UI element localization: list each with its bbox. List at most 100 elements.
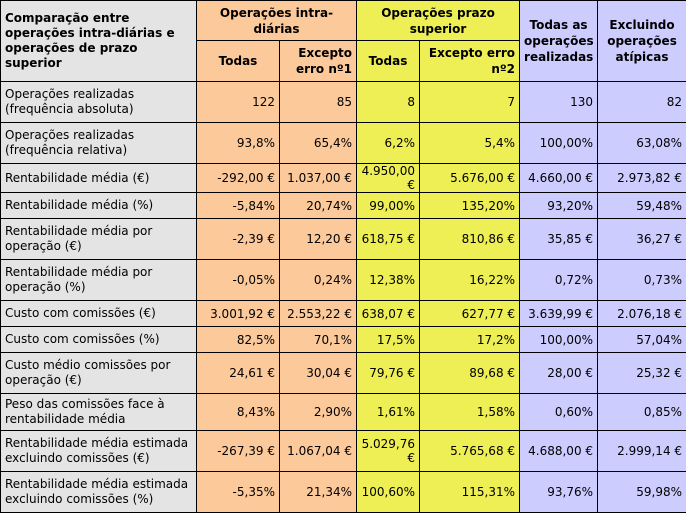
cell-all-operations: 130 (519, 81, 599, 123)
subheader-intraday-except-error1: Excepto erro nº1 (278, 40, 358, 82)
cell-intraday-all: 93,8% (196, 122, 280, 164)
cell-excluding-atypical: 63,08% (597, 122, 686, 164)
cell-intraday-except-error1: 1.037,00 € (278, 163, 358, 193)
cell-intraday-except-error1: 2,90% (278, 393, 358, 431)
cell-intraday-except-error1: 0,24% (278, 259, 358, 301)
table-row: Custo com comissões (%) 82,5% 70,1% 17,5% 17… (0, 326, 686, 353)
cell-intraday-all: -0,05% (196, 259, 280, 301)
cell-excluding-atypical: 36,27 € (597, 218, 686, 260)
cell-intraday-except-error1: 30,04 € (278, 352, 358, 394)
cell-longer-except-error2: 810,86 € (419, 218, 521, 260)
cell-all-operations: 3.639,99 € (519, 300, 599, 327)
cell-longer-except-error2: 135,20% (419, 192, 521, 219)
cell-intraday-all: -267,39 € (196, 430, 280, 472)
row-label: Rentabilidade média por operação (€) (0, 218, 197, 260)
table-corner-title: Comparação entre operações intra-diárias… (0, 0, 197, 82)
cell-intraday-except-error1: 21,34% (278, 471, 358, 513)
cell-intraday-all: -5,35% (196, 471, 280, 513)
cell-all-operations: 93,76% (519, 471, 599, 513)
cell-longer-all: 5.029,76 € (356, 430, 421, 472)
cell-excluding-atypical: 2.973,82 € (597, 163, 686, 193)
row-label: Rentabilidade média por operação (%) (0, 259, 197, 301)
cell-longer-all: 6,2% (356, 122, 421, 164)
cell-intraday-all: 24,61 € (196, 352, 280, 394)
cell-intraday-all: 3.001,92 € (196, 300, 280, 327)
cell-excluding-atypical: 25,32 € (597, 352, 686, 394)
cell-longer-except-error2: 7 (419, 81, 521, 123)
table-row: Rentabilidade média estimada excluindo c… (0, 430, 686, 472)
table-row: Custo com comissões (€) 3.001,92 €2.553,2… (0, 300, 686, 327)
cell-longer-except-error2: 5.676,00 € (419, 163, 521, 193)
cell-intraday-except-error1: 85 (278, 81, 358, 123)
cell-intraday-except-error1: 12,20 € (278, 218, 358, 260)
cell-all-operations: 100,00% (519, 122, 599, 164)
cell-intraday-all: -2,39 € (196, 218, 280, 260)
table-row: Rentabilidade média por operação (%) -0,0… (0, 259, 686, 301)
cell-intraday-except-error1: 65,4% (278, 122, 358, 164)
cell-longer-all: 638,07 € (356, 300, 421, 327)
col-header-excluding-atypical: Excluindo operações atípicas (597, 0, 686, 82)
col-header-all-operations: Todas as operações realizadas (519, 0, 599, 82)
cell-intraday-all: -5,84% (196, 192, 280, 219)
cell-excluding-atypical: 57,04% (597, 326, 686, 353)
subheader-longer-all: Todas (356, 40, 421, 82)
cell-all-operations: 100,00% (519, 326, 599, 353)
cell-excluding-atypical: 2.076,18 € (597, 300, 686, 327)
cell-longer-all: 618,75 € (356, 218, 421, 260)
row-label: Peso das comissões face à rentabilidade … (0, 393, 197, 431)
cell-longer-all: 4.950,00 € (356, 163, 421, 193)
group-header-intraday: Operações intra-diárias (195, 0, 358, 41)
table-row: Peso das comissões face à rentabilidade … (0, 393, 686, 431)
row-label: Operações realizadas (frequência absolut… (0, 81, 197, 123)
row-label: Operações realizadas (frequência relativ… (0, 122, 197, 164)
cell-intraday-except-error1: 20,74% (278, 192, 358, 219)
cell-longer-all: 8 (356, 81, 421, 123)
subheader-longer-except-error2: Excepto erro nº2 (419, 40, 521, 82)
cell-intraday-except-error1: 1.067,04 € (278, 430, 358, 472)
cell-all-operations: 93,20% (519, 192, 599, 219)
cell-longer-except-error2: 89,68 € (419, 352, 521, 394)
cell-intraday-all: 122 (196, 81, 280, 123)
cell-excluding-atypical: 2.999,14 € (597, 430, 686, 472)
row-label: Custo com comissões (%) (0, 326, 197, 353)
row-label: Rentabilidade média estimada excluindo c… (0, 430, 197, 472)
cell-all-operations: 4.688,00 € (519, 430, 599, 472)
cell-all-operations: 0,72% (519, 259, 599, 301)
cell-intraday-all: 82,5% (196, 326, 280, 353)
cell-all-operations: 4.660,00 € (519, 163, 599, 193)
cell-excluding-atypical: 59,48% (597, 192, 686, 219)
cell-intraday-except-error1: 2.553,22 € (278, 300, 358, 327)
cell-all-operations: 28,00 € (519, 352, 599, 394)
cell-excluding-atypical: 0,73% (597, 259, 686, 301)
cell-longer-all: 79,76 € (356, 352, 421, 394)
table-row: Rentabilidade média por operação (€) -2,3… (0, 218, 686, 260)
row-label: Custo com comissões (€) (0, 300, 197, 327)
cell-excluding-atypical: 59,98% (597, 471, 686, 513)
cell-intraday-all: -292,00 € (196, 163, 280, 193)
cell-all-operations: 35,85 € (519, 218, 599, 260)
table-row: Operações realizadas (frequência relativ… (0, 122, 686, 164)
table-row: Custo médio comissões por operação (€) 24… (0, 352, 686, 394)
cell-longer-except-error2: 1,58% (419, 393, 521, 431)
table-row: Operações realizadas (frequência absolut… (0, 81, 686, 123)
cell-intraday-except-error1: 70,1% (278, 326, 358, 353)
cell-longer-except-error2: 17,2% (419, 326, 521, 353)
cell-longer-except-error2: 115,31% (419, 471, 521, 513)
cell-intraday-all: 8,43% (196, 393, 280, 431)
row-label: Rentabilidade média estimada excluindo c… (0, 471, 197, 513)
cell-all-operations: 0,60% (519, 393, 599, 431)
cell-excluding-atypical: 82 (597, 81, 686, 123)
cell-longer-all: 100,60% (356, 471, 421, 513)
cell-longer-except-error2: 5,4% (419, 122, 521, 164)
cell-longer-all: 1,61% (356, 393, 421, 431)
row-label: Rentabilidade média (%) (0, 192, 197, 219)
cell-longer-except-error2: 627,77 € (419, 300, 521, 327)
table-row: Rentabilidade média (%) -5,84% 20,74% 99,00… (0, 192, 686, 219)
table-row: Rentabilidade média (€) -292,00 €1.037,00… (0, 163, 686, 193)
row-label: Rentabilidade média (€) (0, 163, 197, 193)
table-row: Rentabilidade média estimada excluindo c… (0, 471, 686, 513)
group-header-longer-term: Operações prazo superior (356, 0, 521, 41)
row-label: Custo médio comissões por operação (€) (0, 352, 197, 394)
cell-longer-all: 99,00% (356, 192, 421, 219)
